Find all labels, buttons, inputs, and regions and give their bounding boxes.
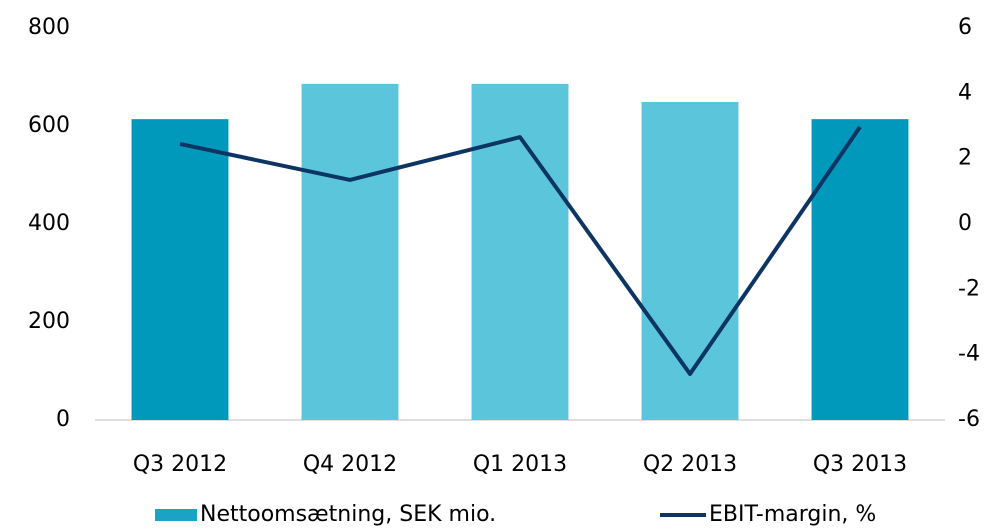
x-tick-label: Q2 2013: [643, 452, 737, 477]
y2-tick-label: 0: [958, 211, 972, 236]
bar: [471, 83, 569, 421]
legend-label: Nettoomsætning, SEK mio.: [200, 502, 496, 527]
y-tick-label: 0: [56, 407, 70, 432]
y2-tick-label: 4: [958, 80, 972, 105]
x-tick-label: Q4 2012: [303, 452, 397, 477]
y2-tick-label: -2: [958, 276, 980, 301]
x-tick-label: Q3 2012: [133, 452, 227, 477]
y-tick-label: 800: [28, 15, 70, 40]
x-tick-label: Q3 2013: [813, 452, 907, 477]
y2-tick-label: 6: [958, 15, 972, 40]
legend-label: EBIT-margin, %: [709, 502, 876, 527]
y-tick-label: 600: [28, 113, 70, 138]
bar: [641, 101, 739, 421]
line: [179, 125, 862, 376]
y-tick-label: 400: [28, 211, 70, 236]
y2-tick-label: -4: [958, 342, 980, 367]
y2-tick-label: -6: [958, 407, 980, 432]
y-tick-label: 200: [28, 309, 70, 334]
y2-tick-label: 2: [958, 146, 972, 171]
legend-swatch: [155, 509, 197, 521]
bar: [811, 119, 909, 420]
bar: [131, 119, 229, 420]
x-tick-label: Q1 2013: [473, 452, 567, 477]
bar: [301, 83, 399, 421]
